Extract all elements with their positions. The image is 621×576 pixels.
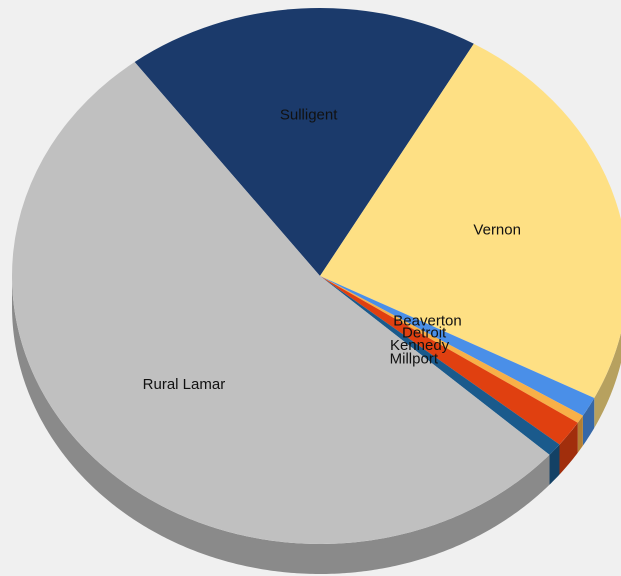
slice-label: Kennedy: [390, 337, 450, 354]
pie-sides: [12, 276, 621, 574]
slice-label: Beaverton: [393, 312, 461, 329]
pie-side: [549, 444, 560, 485]
slice-label: Detroit: [402, 324, 447, 341]
pie-top: [12, 7, 621, 544]
slice-label: Millport: [390, 350, 439, 367]
pie-slice: [134, 7, 474, 276]
slice-label: Sulligent: [280, 106, 338, 123]
pie-side: [582, 398, 595, 446]
pie-side: [594, 332, 621, 429]
pie-slice: [320, 276, 583, 423]
pie-slice: [12, 61, 550, 544]
pie-slice: [320, 43, 621, 399]
pie-side: [12, 276, 550, 574]
pie-slice: [320, 276, 560, 455]
pie-slice: [320, 276, 578, 445]
pie-side: [559, 422, 578, 475]
pie-side: [577, 415, 583, 453]
slice-label: Rural Lamar: [143, 376, 226, 393]
slice-label: Vernon: [473, 221, 521, 238]
pie-slice: [320, 276, 595, 416]
